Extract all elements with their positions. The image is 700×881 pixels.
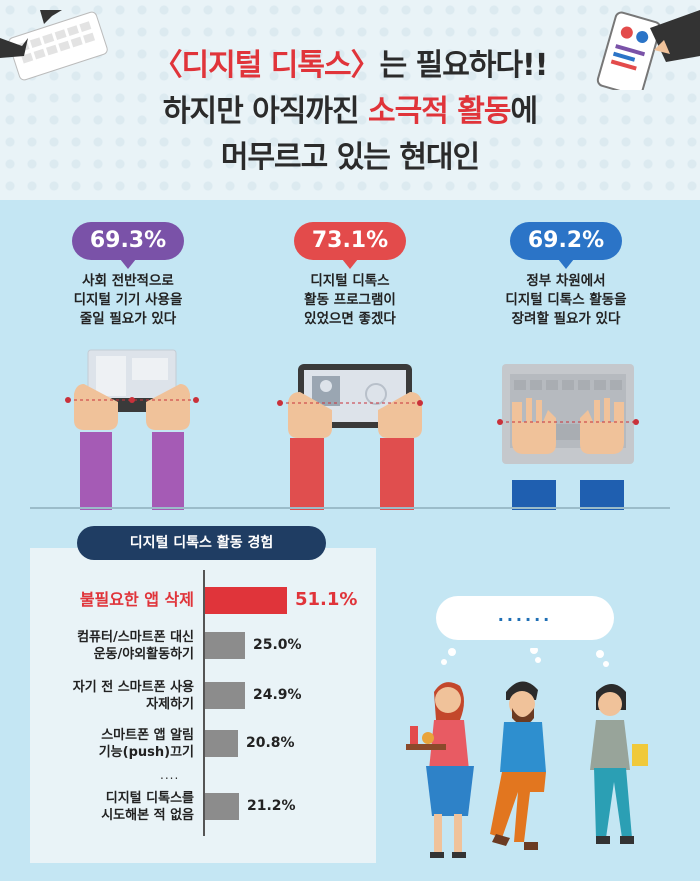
bar-category-label: 스마트폰 앱 알림 기능(push)끄기 (98, 728, 194, 760)
bar (205, 730, 238, 757)
bar-category-label: 디지털 디톡스를 시도해본 적 없음 (101, 791, 194, 823)
hands-holding-tablet-icon (65, 349, 199, 510)
stat-description: 디지털 디톡스 활동 프로그램이 있었으면 좋겠다 (304, 273, 396, 327)
stat-card: 69.3% 사회 전반적으로 디지털 기기 사용을 줄일 필요가 있다 (28, 220, 228, 510)
title-highlight: 〈디지털 디톡스〉 (152, 48, 381, 83)
bar-category-label: 컴퓨터/스마트폰 대신 운동/야외활동하기 (77, 630, 194, 662)
bar-value-label: 24.9% (253, 687, 302, 703)
bar-value-label: 25.0% (253, 637, 302, 653)
hands-holding-tablet-icon (277, 364, 423, 510)
stat-badge: 69.2% (510, 222, 622, 269)
title-text: 에 (510, 94, 538, 129)
bar-category-label: 자기 전 스마트폰 사용 자제하기 (72, 680, 194, 712)
keyboard-icon (0, 10, 108, 81)
bar (205, 682, 245, 709)
title-line-2: 하지만 아직까진 소극적 활동에 (0, 86, 700, 130)
stat-badge: 73.1% (294, 222, 406, 269)
bar-value-label: 20.8% (246, 735, 295, 751)
experience-title: 디지털 디톡스 활동 경험 (77, 526, 326, 560)
baseline-divider (30, 507, 670, 509)
stat-badge: 69.3% (72, 222, 184, 269)
phone-chart-icon (596, 10, 700, 90)
bar (205, 793, 239, 820)
stat-card: 69.2% 정부 차원에서 디지털 디톡스 활동을 장려할 필요가 있다 (466, 220, 666, 510)
title-line-3: 머무르고 있는 현대인 (220, 140, 480, 175)
bar (205, 587, 287, 614)
title-line-1: 〈디지털 디톡스〉는 필요하다!! (0, 40, 700, 84)
stat-card: 73.1% 디지털 디톡스 활동 프로그램이 있었으면 좋겠다 (250, 220, 450, 510)
more-indicator: .... (160, 768, 180, 782)
hands-typing-laptop-icon (497, 364, 639, 510)
chart-axis (203, 570, 205, 836)
title-highlight: 소극적 활동 (368, 94, 511, 129)
stats-section: 69.3% 사회 전반적으로 디지털 기기 사용을 줄일 필요가 있다 73.1… (0, 200, 700, 515)
title-text: 하지만 아직까진 (162, 94, 369, 129)
people-using-phones-illustration (406, 648, 648, 858)
bar (205, 632, 245, 659)
stat-description: 사회 전반적으로 디지털 기기 사용을 줄일 필요가 있다 (73, 273, 183, 327)
bar-value-label: 51.1% (295, 589, 358, 610)
speech-bubble: ...... (436, 596, 614, 640)
bar-category-label: 불필요한 앱 삭제 (79, 589, 194, 609)
bar-value-label: 21.2% (247, 798, 296, 814)
header: 〈디지털 디톡스〉는 필요하다!! 하지만 아직까진 소극적 활동에 머무르고 … (0, 0, 700, 200)
title-text: 는 필요하다!! (379, 48, 549, 83)
stat-description: 정부 차원에서 디지털 디톡스 활동을 장려할 필요가 있다 (505, 273, 627, 327)
